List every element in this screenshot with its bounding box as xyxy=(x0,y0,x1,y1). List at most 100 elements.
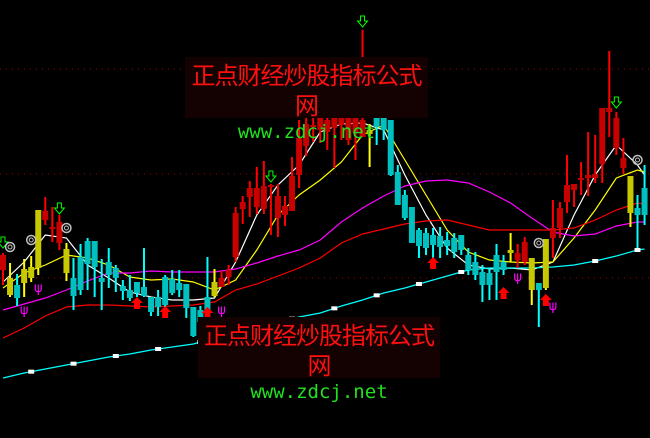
candle-body xyxy=(331,118,338,128)
buy-arrow-icon xyxy=(427,257,440,269)
candle-body xyxy=(641,188,648,215)
candle-body xyxy=(380,118,387,130)
candle-body xyxy=(14,285,21,298)
psi-signal-icon: ψ xyxy=(34,281,43,296)
sell-arrow-icon xyxy=(264,170,277,183)
candle-body xyxy=(500,262,507,270)
candle-body xyxy=(444,240,451,246)
candle-body xyxy=(98,278,105,282)
candle-body xyxy=(105,262,112,275)
candle-body xyxy=(620,158,627,168)
candle-body xyxy=(70,278,77,296)
candle-body xyxy=(366,130,373,134)
buy-arrow-icon xyxy=(130,297,143,309)
candle-body xyxy=(493,255,500,272)
watermark-bottom: 正点财经炒股指标公式网 www.zdcj.net xyxy=(198,317,440,403)
candle-body xyxy=(599,108,606,164)
candle-body xyxy=(423,233,429,248)
psi-signal-icon: ψ xyxy=(513,270,522,285)
candle-body xyxy=(303,124,310,146)
sell-arrow-icon xyxy=(53,202,66,215)
candle-body xyxy=(169,279,176,293)
candle-body xyxy=(56,222,63,243)
watermark-title: 正点财经炒股指标公式网 xyxy=(204,322,435,380)
moving-average-line xyxy=(2,202,645,339)
candle-body xyxy=(112,268,119,278)
candle-body xyxy=(0,255,6,270)
candle-body xyxy=(28,267,35,278)
candle-body xyxy=(176,283,183,290)
ma-marker xyxy=(634,248,641,252)
candle-body xyxy=(556,208,563,228)
candle-body xyxy=(126,290,133,298)
candle-body xyxy=(437,236,444,247)
ma-marker xyxy=(415,282,422,286)
moving-average-line xyxy=(2,122,646,301)
candle-body xyxy=(430,235,437,245)
moving-average-line xyxy=(2,248,645,379)
candle-body xyxy=(91,241,98,267)
psi-signal-icon: ψ xyxy=(217,303,226,318)
candle-body xyxy=(218,278,225,287)
psi-signal-icon: ψ xyxy=(20,303,29,318)
candle-body xyxy=(394,172,401,205)
circle-signal-icon-inner xyxy=(63,225,69,231)
candle-body xyxy=(211,282,218,296)
ma-marker xyxy=(373,293,380,298)
candle-body xyxy=(451,238,458,252)
candle-body xyxy=(571,184,578,190)
candle-body xyxy=(352,115,359,133)
candle-body xyxy=(585,175,592,178)
candle-body xyxy=(260,186,267,209)
circle-signal-icon xyxy=(61,222,72,234)
buy-arrow-icon xyxy=(539,294,552,306)
watermark-title: 正点财经炒股指标公式网 xyxy=(191,62,423,120)
moving-average-line xyxy=(2,124,645,291)
candle-body xyxy=(592,174,599,178)
circle-signal-icon xyxy=(533,237,545,249)
watermark-url: www.zdcj.net xyxy=(250,381,388,403)
candle-body xyxy=(479,272,486,285)
circle-signal-icon xyxy=(4,241,16,253)
candle-body xyxy=(239,202,246,209)
candle-body xyxy=(514,253,521,260)
candle-body xyxy=(190,307,197,336)
candle-body xyxy=(606,108,613,112)
candle-body xyxy=(133,282,140,293)
circle-signal-icon xyxy=(25,234,37,246)
circle-signal-icon-inner xyxy=(7,244,13,250)
candle-body xyxy=(225,270,232,277)
candle-body xyxy=(564,185,570,202)
candle-body xyxy=(387,120,394,175)
psi-signal-icon: ψ xyxy=(549,299,558,314)
candle-body xyxy=(472,262,479,275)
candle-body xyxy=(542,239,549,288)
candle-body xyxy=(84,241,91,264)
candle-body xyxy=(345,118,352,140)
candle-body xyxy=(486,273,493,285)
candle-body xyxy=(401,195,408,218)
candle-body xyxy=(521,242,528,262)
candle-body xyxy=(373,118,380,127)
ma-marker xyxy=(592,259,599,263)
candle-body xyxy=(77,257,84,290)
watermark-top: 正点财经炒股指标公式网 www.zdcj.net xyxy=(185,57,428,143)
candle-body xyxy=(267,185,274,187)
candle-body xyxy=(141,287,147,296)
candle-body xyxy=(204,297,211,310)
candle-body xyxy=(183,284,190,308)
candle-body xyxy=(35,210,42,268)
candle-body xyxy=(282,206,288,215)
candle-body xyxy=(549,228,556,238)
candle-body xyxy=(162,277,169,305)
candle-body xyxy=(634,208,641,215)
candle-body xyxy=(148,297,155,312)
candle-body xyxy=(458,235,465,250)
candle-body xyxy=(42,211,49,220)
candle-body xyxy=(310,125,317,127)
ma-marker xyxy=(155,347,162,351)
candle-body xyxy=(63,249,70,273)
ma-marker xyxy=(70,361,77,366)
